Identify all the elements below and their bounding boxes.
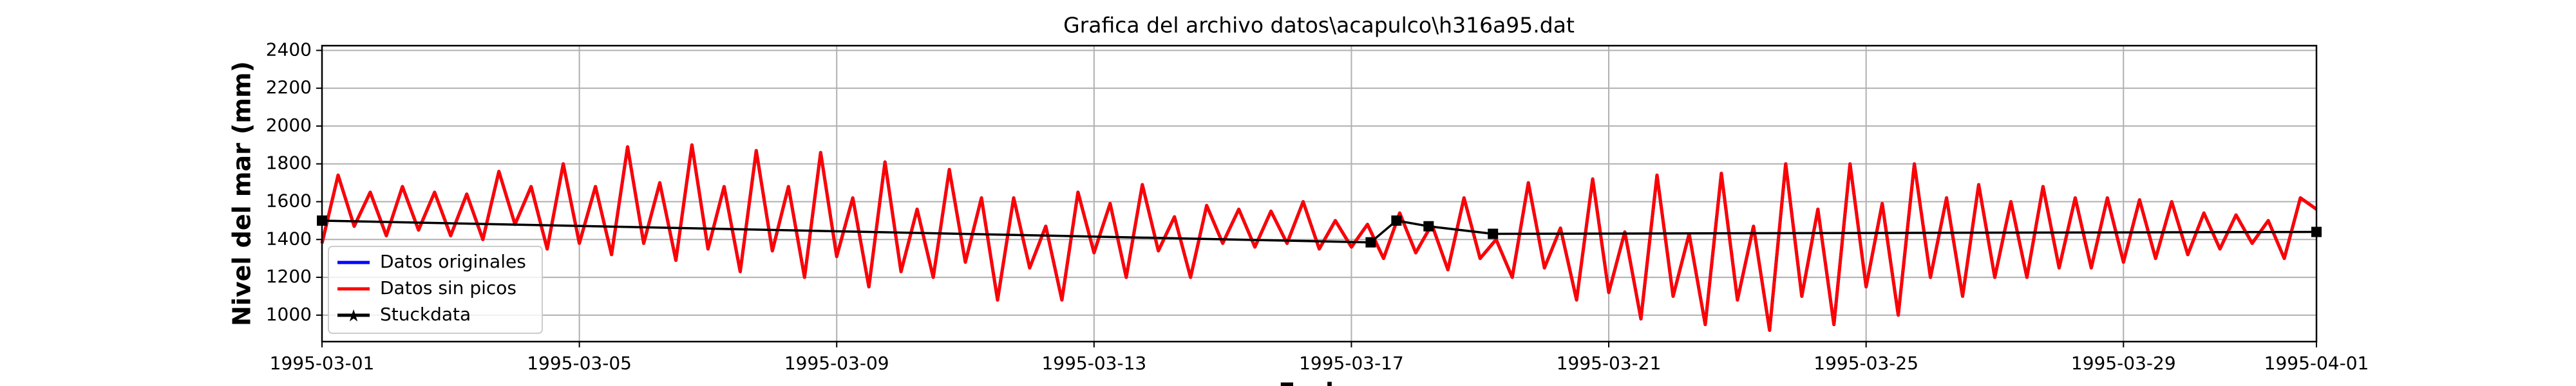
y-tick-label: 2000: [266, 115, 312, 136]
y-tick-label: 1800: [266, 152, 312, 174]
axes-frame: [321, 44, 2318, 343]
x-tick-label: 1995-03-05: [527, 353, 632, 374]
x-tick-label: 1995-03-21: [1557, 353, 1662, 374]
legend-label: Datos sin picos: [380, 277, 516, 299]
legend-label: Datos originales: [380, 251, 526, 272]
legend-label: Stuckdata: [380, 304, 471, 325]
series-line: [320, 143, 2318, 332]
x-tick-label: 1995-03-17: [1299, 353, 1404, 374]
data-point: [1391, 215, 1402, 226]
data-point: [1365, 237, 1376, 248]
y-tick-label: 1600: [266, 190, 312, 211]
x-tick-label: 1995-03-13: [1041, 353, 1146, 374]
x-tick-label: 1995-03-01: [270, 353, 375, 374]
y-tick-label: 2200: [266, 77, 312, 98]
plot-area: [317, 143, 2322, 332]
y-tick-label: 1000: [266, 304, 312, 325]
x-tick-label: 1995-03-09: [784, 353, 889, 374]
y-tick-label: 2400: [266, 39, 312, 60]
y-axis-label: Nivel del mar (mm): [228, 61, 256, 326]
data-point: [1488, 228, 1499, 239]
legend-frame: [328, 246, 543, 334]
x-tick-label: 1995-04-01: [2264, 353, 2369, 374]
legend: Datos originales Datos sin picos ★ Stuckdat…: [328, 246, 543, 334]
y-tick-label: 1400: [266, 228, 312, 249]
chart-title: Grafica del archivo datos\acapulco\h316a…: [1063, 13, 1575, 38]
y-tick-label: 1200: [266, 266, 312, 287]
series-line: [321, 219, 2317, 244]
legend-marker: ★: [346, 307, 361, 326]
x-tick-label: 1995-03-25: [1814, 353, 1918, 374]
x-tick-label: 1995-03-29: [2071, 353, 2176, 374]
data-point: [1423, 221, 1434, 232]
x-axis-label: Fecha: [1278, 378, 1359, 386]
